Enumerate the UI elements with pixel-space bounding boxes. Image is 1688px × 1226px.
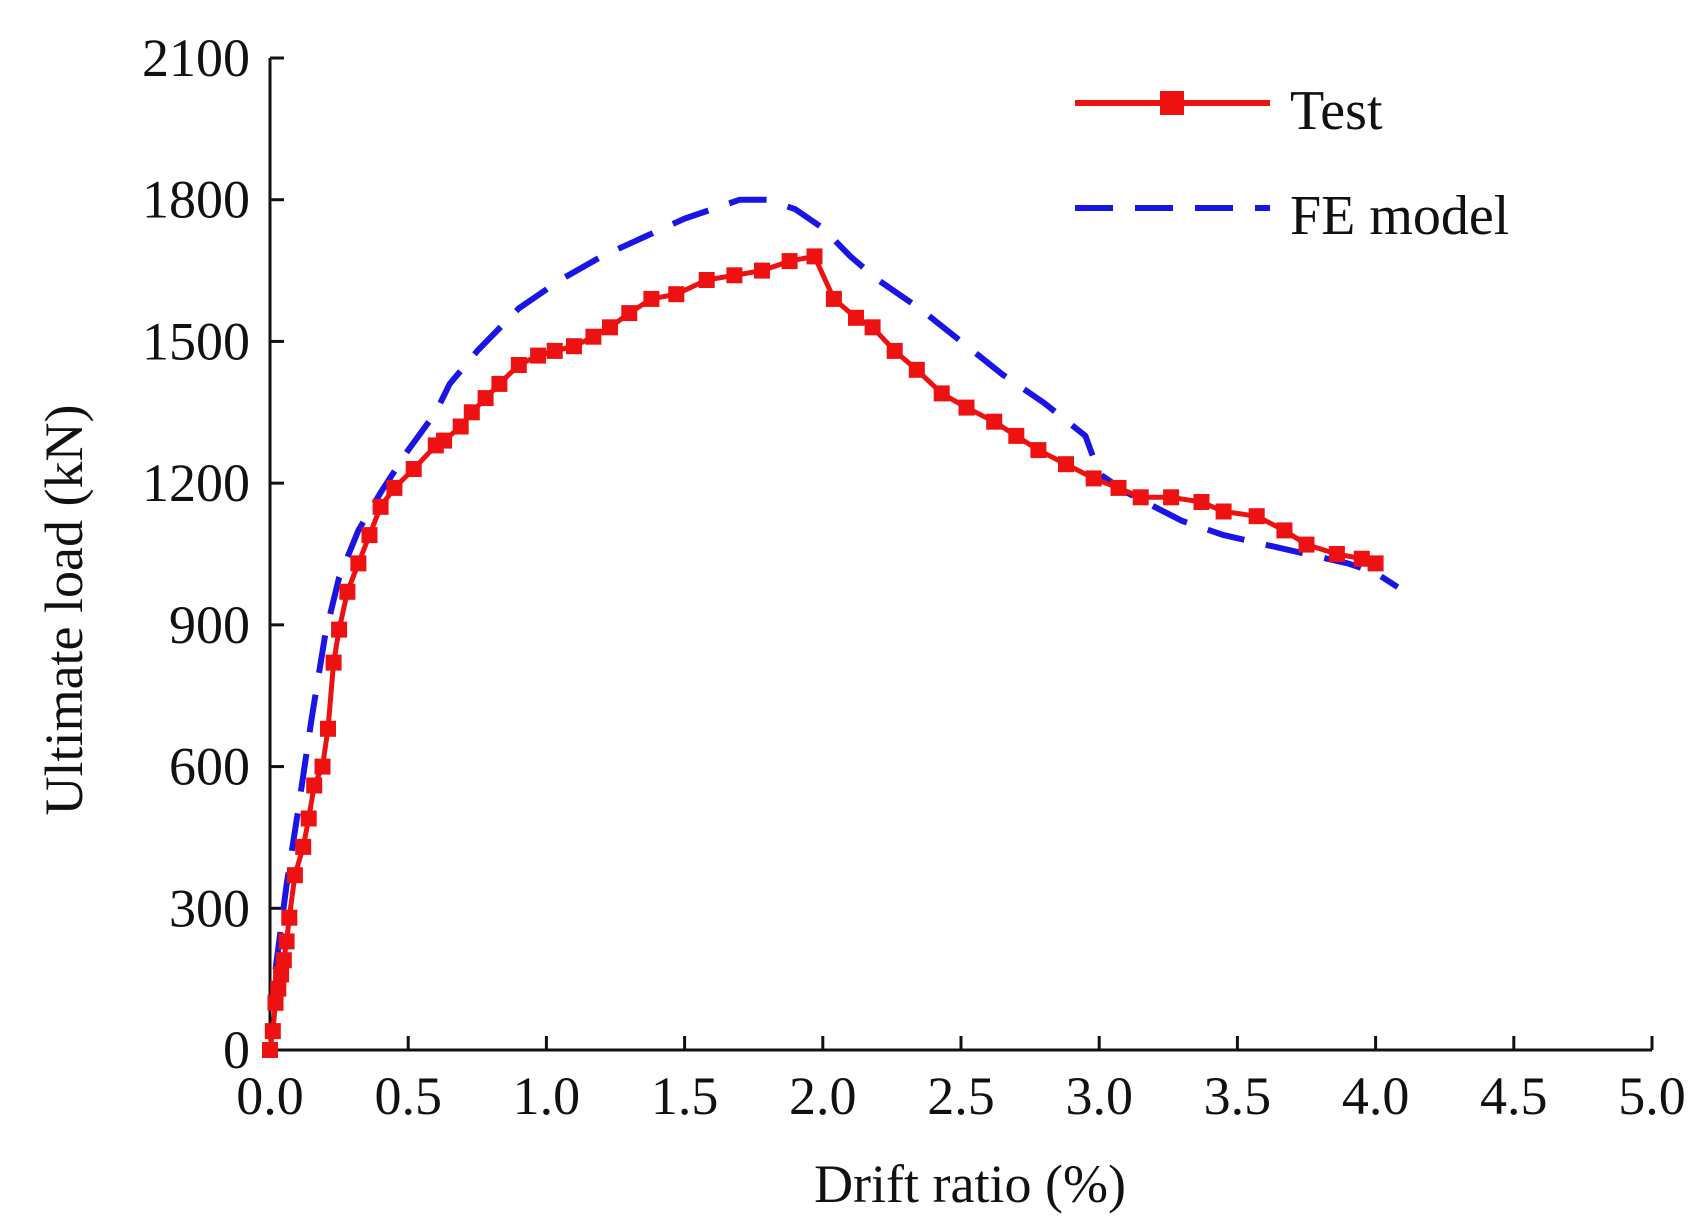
test-point <box>698 272 715 288</box>
test-point <box>602 319 618 336</box>
series-fe-model <box>272 196 1400 971</box>
test-point <box>350 555 367 572</box>
test-point <box>1030 442 1047 459</box>
test-point <box>886 342 903 359</box>
test-point <box>621 305 638 322</box>
test-point <box>643 290 660 307</box>
x-tick-label: 0.5 <box>374 1066 442 1126</box>
test-point <box>300 810 317 827</box>
x-ticks: 0.0 0.5 1.0 1.5 2.0 2.5 3.0 3.5 4.0 4.5 5.0 <box>236 1036 1686 1126</box>
test-point <box>361 527 378 544</box>
test-point <box>668 286 685 303</box>
y-ticks: 0 300 600 900 1200 1500 1800 2100 <box>142 28 284 1080</box>
x-tick-label: 2.0 <box>789 1066 857 1126</box>
y-tick-label: 900 <box>169 595 250 655</box>
test-point <box>1328 546 1345 562</box>
test-point <box>546 342 563 359</box>
test-point <box>1110 479 1127 496</box>
test-point <box>530 347 547 364</box>
test-point <box>848 309 864 326</box>
x-tick-label: 5.0 <box>1618 1066 1686 1126</box>
test-point <box>275 952 292 969</box>
fe-model-line <box>272 196 1400 971</box>
test-point <box>825 290 842 307</box>
test-point <box>1353 550 1370 567</box>
x-tick-label: 3.0 <box>1065 1066 1133 1126</box>
test-point <box>908 361 925 378</box>
test-point <box>726 267 743 284</box>
test-point <box>281 909 298 926</box>
x-tick-label: 0.0 <box>236 1066 304 1126</box>
test-point <box>278 933 295 950</box>
y-tick-label: 600 <box>169 737 250 797</box>
legend: Test FE model <box>1075 80 1509 247</box>
x-tick-label: 3.5 <box>1204 1066 1272 1126</box>
y-tick-label: 0 <box>223 1020 250 1080</box>
test-point <box>958 399 975 416</box>
test-point <box>781 253 798 270</box>
legend-test-marker <box>1160 91 1184 115</box>
test-point <box>339 583 356 600</box>
x-tick-label: 1.5 <box>651 1066 719 1126</box>
y-tick-label: 300 <box>169 878 250 938</box>
test-point <box>325 654 342 671</box>
test-point <box>320 720 336 737</box>
test-point <box>477 390 494 407</box>
test-point <box>1085 470 1102 487</box>
y-axis-title: Ultimate load (kN) <box>34 405 94 816</box>
test-point <box>306 777 323 794</box>
x-tick-label: 4.0 <box>1342 1066 1410 1126</box>
test-point <box>286 867 303 884</box>
test-point <box>986 413 1003 430</box>
test-point <box>452 418 469 435</box>
test-point <box>1367 555 1384 572</box>
test-point <box>436 432 453 449</box>
test-point <box>331 621 348 638</box>
test-point <box>405 461 422 477</box>
test-point <box>585 328 602 345</box>
test-point <box>463 404 480 421</box>
y-tick-label: 1200 <box>142 453 250 513</box>
test-point <box>566 338 582 355</box>
test-point <box>1215 503 1232 520</box>
test-point <box>295 838 312 855</box>
test-point <box>491 375 508 392</box>
test-point <box>264 1023 281 1040</box>
test-line <box>267 253 1377 1051</box>
test-point <box>262 1042 278 1058</box>
test-point <box>1193 494 1210 510</box>
legend-fe-model-label: FE model <box>1290 185 1509 247</box>
test-point <box>314 758 331 775</box>
test-point <box>1163 489 1180 506</box>
test-point <box>1132 489 1149 506</box>
test-point <box>806 248 823 265</box>
test-point <box>754 262 770 279</box>
test-point <box>510 357 527 373</box>
test-point <box>1008 427 1025 444</box>
test-point <box>273 966 290 983</box>
legend-test-label: Test <box>1290 80 1383 142</box>
test-point <box>1058 456 1074 473</box>
y-tick-label: 1800 <box>142 170 250 230</box>
series-test <box>262 248 1384 1058</box>
x-tick-label: 1.0 <box>513 1066 581 1126</box>
test-point <box>386 479 403 496</box>
test-point <box>267 994 284 1011</box>
y-tick-label: 2100 <box>142 28 250 88</box>
x-tick-label: 4.5 <box>1480 1066 1548 1126</box>
test-point <box>933 385 950 402</box>
test-point <box>1298 536 1315 553</box>
test-point <box>864 319 881 336</box>
test-point <box>372 498 389 515</box>
test-point <box>1248 508 1265 525</box>
x-axis-title: Drift ratio (%) <box>814 1154 1126 1214</box>
x-tick-label: 2.5 <box>927 1066 995 1126</box>
test-point <box>1276 522 1293 539</box>
y-tick-label: 1500 <box>142 311 250 371</box>
test-point <box>270 980 287 997</box>
